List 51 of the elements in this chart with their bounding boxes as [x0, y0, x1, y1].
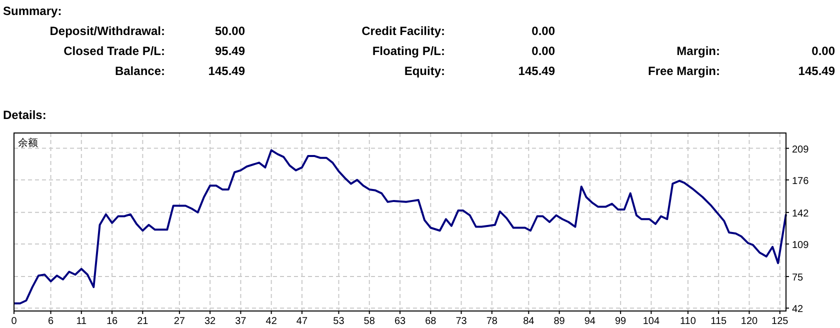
y-tick-label: 209: [792, 144, 810, 156]
text: Credit Facility:: [362, 24, 445, 38]
x-tick-label: 99: [615, 316, 627, 327]
x-tick-label: 53: [333, 316, 345, 327]
text: Balance:: [114, 64, 165, 78]
annotation: 余额: [18, 137, 38, 149]
x-tick-label: 37: [235, 316, 247, 327]
x-tick-label: 58: [364, 316, 376, 327]
x-tick-label: 104: [642, 316, 660, 327]
y-tick-label: 109: [792, 240, 810, 252]
x-tick-label: 16: [106, 316, 118, 327]
x-tick-label: 32: [204, 316, 216, 327]
text: Summary:: [3, 4, 62, 18]
line-series: [13, 149, 787, 304]
x-tick-label: 73: [456, 316, 468, 327]
x-tick-label: 84: [523, 316, 535, 327]
x-tick-label: 110: [680, 316, 696, 327]
text: Free Margin:: [648, 64, 720, 78]
x-tick-label: 21: [137, 316, 149, 327]
x-tick-label: 27: [174, 316, 186, 327]
x-tick-label: 94: [584, 316, 596, 327]
x-tick-label: 68: [425, 316, 437, 327]
y-tick-label: 142: [792, 208, 810, 220]
text: 145.49: [208, 64, 246, 78]
x-tick-label: 78: [486, 316, 498, 327]
chart-title: Details:: [3, 108, 46, 122]
text: Closed Trade P/L:: [64, 44, 165, 58]
text: 0.00: [812, 44, 836, 58]
text: Deposit/Withdrawal:: [50, 24, 165, 38]
x-tick-label: 47: [296, 316, 308, 327]
text: 0.00: [532, 24, 556, 38]
text: Equity:: [404, 64, 445, 78]
x-tick-label: 0: [11, 316, 18, 327]
x-tick-label: 89: [554, 316, 566, 327]
text: Floating P/L:: [372, 44, 445, 58]
x-tick-label: 6: [48, 316, 54, 327]
y-tick-label: 176: [792, 176, 810, 187]
text: 50.00: [214, 24, 246, 38]
x-tick-label: 42: [266, 316, 278, 327]
text: Margin:: [676, 44, 720, 58]
text: 95.49: [214, 44, 246, 58]
x-tick-label: 125: [772, 316, 789, 327]
y-tick-label: 75: [792, 272, 804, 284]
x-tick-label: 11: [76, 316, 88, 327]
text: 0.00: [532, 44, 556, 58]
y-tick-label: 42: [792, 304, 804, 316]
text: 145.49: [798, 64, 836, 78]
x-tick-label: 63: [394, 316, 406, 327]
text: 145.49: [518, 64, 556, 78]
x-tick-label: 115: [710, 316, 728, 327]
x-tick-label: 120: [740, 316, 758, 327]
